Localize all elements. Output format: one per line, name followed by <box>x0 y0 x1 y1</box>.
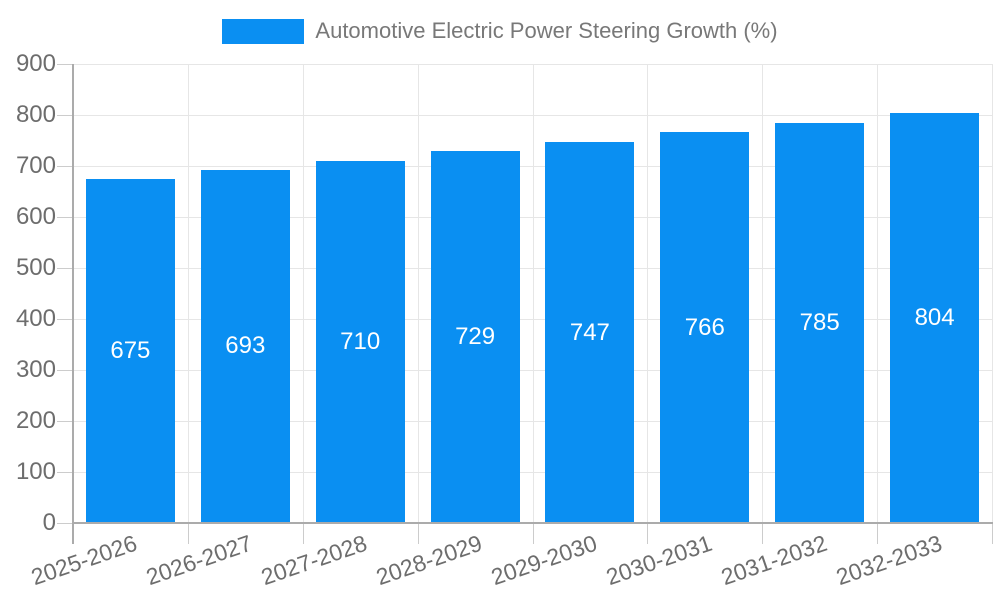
gridline-horizontal <box>73 166 992 167</box>
y-axis-label: 700 <box>15 152 56 179</box>
x-axis-tick <box>762 523 763 544</box>
gridline-vertical <box>992 64 993 523</box>
legend[interactable]: Automotive Electric Power Steering Growt… <box>0 16 1000 46</box>
gridline-horizontal <box>73 217 992 218</box>
y-axis-tick <box>57 166 73 167</box>
gridline-horizontal <box>73 421 992 422</box>
bar[interactable]: 729 <box>430 151 520 523</box>
y-axis-tick <box>57 64 73 65</box>
y-axis-tick <box>57 115 73 116</box>
bar-value-label: 804 <box>914 304 955 331</box>
gridline-vertical <box>877 64 878 523</box>
gridline-horizontal <box>73 370 992 371</box>
bar[interactable]: 710 <box>315 160 405 523</box>
bar[interactable]: 766 <box>660 132 750 523</box>
x-axis-tick <box>188 523 189 544</box>
gridline-vertical <box>418 64 419 523</box>
x-axis-line <box>72 522 993 524</box>
y-axis-label: 300 <box>15 356 56 383</box>
y-axis-label: 400 <box>15 305 56 332</box>
bar[interactable]: 804 <box>890 113 980 523</box>
gridline-horizontal <box>73 64 992 65</box>
gridline-horizontal <box>73 268 992 269</box>
bar[interactable]: 785 <box>775 122 865 523</box>
y-axis-tick <box>57 268 73 269</box>
gridline-horizontal <box>73 115 992 116</box>
y-axis-label: 800 <box>15 101 56 128</box>
gridline-vertical <box>762 64 763 523</box>
x-axis-tick <box>877 523 878 544</box>
y-axis-tick <box>57 217 73 218</box>
bar-value-label: 747 <box>569 318 610 346</box>
x-axis-tick <box>303 523 304 544</box>
legend-swatch-icon <box>222 18 305 44</box>
y-axis-label: 0 <box>42 509 56 536</box>
y-axis-label: 900 <box>15 50 56 77</box>
gridline-vertical <box>647 64 648 523</box>
y-axis-tick <box>57 421 73 422</box>
y-axis-tick <box>57 472 73 473</box>
y-axis-tick <box>57 319 73 320</box>
bar-value-label: 766 <box>684 313 725 341</box>
gridline-horizontal <box>73 472 992 473</box>
gridline-vertical <box>303 64 304 523</box>
bar-value-label: 693 <box>225 332 266 360</box>
gridline-vertical <box>533 64 534 523</box>
y-axis-tick <box>57 523 73 524</box>
gridline-vertical <box>188 64 189 523</box>
y-axis-label: 200 <box>15 407 56 434</box>
bar-value-label: 785 <box>799 308 840 336</box>
bar[interactable]: 747 <box>545 142 635 523</box>
y-axis-label: 100 <box>15 458 56 485</box>
x-axis-tick <box>418 523 419 544</box>
bar-value-label: 729 <box>455 323 496 351</box>
bar-value-label: 710 <box>340 327 381 355</box>
bar[interactable]: 693 <box>200 169 290 523</box>
x-axis-tick <box>533 523 534 544</box>
bar-value-label: 675 <box>110 336 151 364</box>
y-axis-label: 500 <box>15 254 56 281</box>
y-axis-line <box>72 64 74 544</box>
x-axis-tick <box>647 523 648 544</box>
gridline-horizontal <box>73 319 992 320</box>
bar[interactable]: 675 <box>85 178 175 524</box>
y-axis-label: 600 <box>15 203 56 230</box>
x-axis-tick <box>992 523 993 544</box>
y-axis-tick <box>57 370 73 371</box>
legend-series-label: Automotive Electric Power Steering Growt… <box>315 18 778 43</box>
